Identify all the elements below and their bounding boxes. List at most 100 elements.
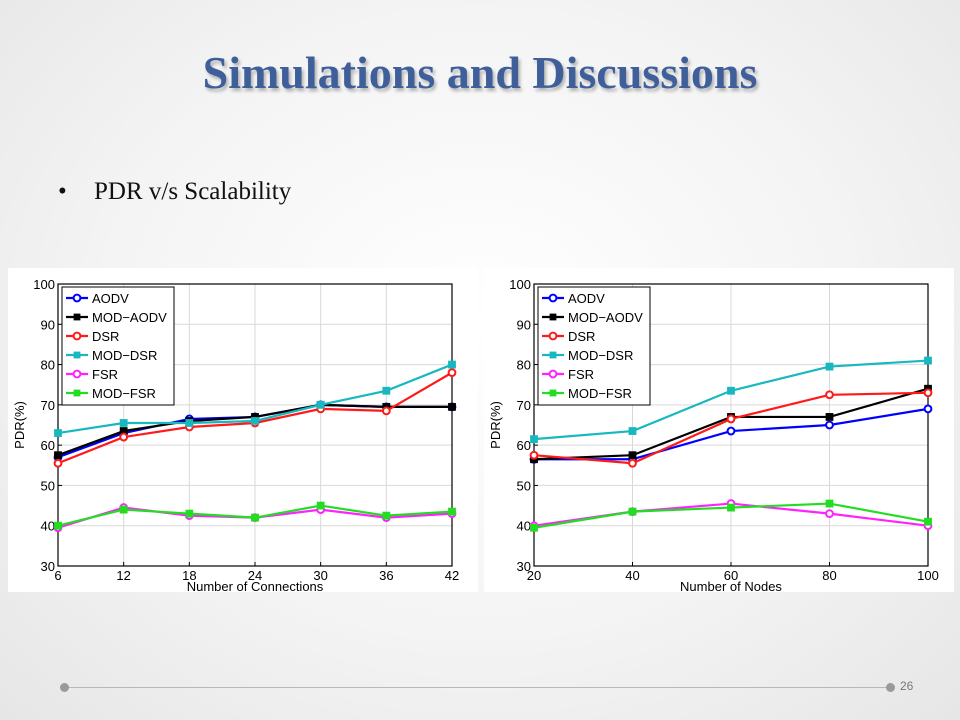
- legend-box: [537, 286, 651, 406]
- legend-label: DSR: [568, 329, 595, 344]
- data-point: [119, 505, 128, 514]
- data-point: [825, 509, 834, 519]
- bullet-item: • PDR v/s Scalability: [58, 178, 291, 206]
- legend-marker: [72, 293, 82, 303]
- data-point: [726, 426, 736, 436]
- data-point: [251, 513, 259, 522]
- y-tick-label: 60: [517, 438, 531, 453]
- x-tick-label: 6: [54, 568, 61, 583]
- y-tick-label: 30: [41, 559, 55, 574]
- data-point: [825, 390, 834, 400]
- y-axis-label: PDR(%): [12, 401, 27, 449]
- data-point: [923, 388, 933, 398]
- data-point: [530, 435, 538, 443]
- data-point: [316, 501, 325, 510]
- data-point: [825, 362, 834, 371]
- legend-label: AODV: [568, 291, 605, 306]
- data-point: [448, 360, 456, 369]
- legend-label: MOD−AODV: [568, 310, 643, 325]
- y-tick-label: 90: [517, 317, 531, 332]
- data-point: [924, 356, 932, 365]
- data-point: [316, 400, 325, 409]
- data-point: [53, 458, 63, 468]
- legend-marker: [548, 331, 558, 341]
- chart-connections-svg: 6 12 18 24 30 36 42 30 40 50 60 70 80 90 100 Number of …: [12, 277, 459, 592]
- data-point: [251, 417, 259, 425]
- x-tick-label: 18: [182, 568, 196, 583]
- data-point: [726, 414, 736, 424]
- data-point: [381, 406, 391, 416]
- data-point: [119, 432, 129, 442]
- x-tick-label: 40: [625, 568, 639, 583]
- slide-title: Simulations and Discussions: [202, 47, 758, 98]
- data-point: [448, 402, 456, 411]
- x-axis-label: Number of Connections: [187, 579, 324, 592]
- legend-marker: [548, 293, 558, 303]
- legend-marker: [73, 313, 81, 321]
- data-point: [530, 523, 538, 532]
- data-point: [54, 429, 62, 437]
- data-point: [628, 451, 637, 460]
- data-point: [628, 507, 637, 516]
- legend-label: MOD−AODV: [92, 310, 167, 325]
- footer-divider: [64, 687, 892, 688]
- chart-nodes-svg: 20 40 60 80 100 30 40 50 60 70 80 90 100 Number of No…: [488, 277, 939, 592]
- data-point: [727, 386, 735, 395]
- x-axis-label: Number of Nodes: [680, 579, 782, 592]
- legend-marker: [72, 369, 82, 379]
- y-tick-label: 30: [517, 559, 531, 574]
- x-tick-label: 100: [917, 568, 939, 583]
- data-point: [825, 499, 834, 508]
- x-tick-label: 36: [379, 568, 393, 583]
- legend-marker: [72, 331, 82, 341]
- legend-label: MOD−DSR: [568, 348, 633, 363]
- data-point: [54, 521, 62, 530]
- legend-label: FSR: [568, 367, 594, 382]
- data-point: [529, 450, 539, 460]
- data-point: [185, 509, 194, 518]
- legend-label: MOD−FSR: [568, 386, 632, 401]
- y-tick-label: 40: [517, 519, 531, 534]
- x-tick-label: 42: [445, 568, 459, 583]
- x-tick-label: 24: [248, 568, 262, 583]
- data-point: [923, 404, 933, 414]
- y-tick-label: 50: [517, 478, 531, 493]
- legend-label: AODV: [92, 291, 129, 306]
- x-tick-label: 60: [724, 568, 738, 583]
- y-tick-label: 100: [33, 277, 55, 292]
- x-tick-label: 80: [822, 568, 836, 583]
- y-tick-label: 70: [517, 398, 531, 413]
- legend-marker: [73, 351, 81, 359]
- x-tick-label: 20: [527, 568, 541, 583]
- data-point: [54, 451, 62, 460]
- y-tick-label: 60: [41, 438, 55, 453]
- data-point: [628, 458, 637, 468]
- legend-label: FSR: [92, 367, 118, 382]
- y-tick-label: 50: [41, 478, 55, 493]
- y-axis-label: PDR(%): [488, 401, 503, 449]
- legend-marker: [549, 313, 557, 321]
- data-point: [382, 386, 391, 395]
- y-tick-label: 70: [41, 398, 55, 413]
- y-tick-label: 100: [509, 277, 531, 292]
- y-tick-label: 80: [41, 358, 55, 373]
- bullet-text: PDR v/s Scalability: [94, 178, 292, 205]
- x-tick-label: 12: [116, 568, 130, 583]
- legend-marker: [548, 369, 558, 379]
- data-point: [727, 503, 735, 512]
- chart-connections: 6 12 18 24 30 36 42 30 40 50 60 70 80 90 100 Number of …: [8, 268, 478, 592]
- footer-right-dot-icon: [886, 683, 895, 692]
- data-point: [628, 427, 637, 435]
- data-point: [185, 419, 194, 427]
- data-point: [448, 507, 456, 516]
- y-tick-label: 80: [517, 358, 531, 373]
- legend-marker: [73, 389, 81, 397]
- page-number: 26: [900, 679, 914, 693]
- bullet-icon: •: [58, 178, 67, 205]
- data-point: [382, 511, 391, 520]
- legend-label: DSR: [92, 329, 119, 344]
- y-tick-label: 90: [41, 317, 55, 332]
- data-point: [825, 413, 834, 421]
- legend-marker: [549, 351, 557, 359]
- y-tick-label: 40: [41, 519, 55, 534]
